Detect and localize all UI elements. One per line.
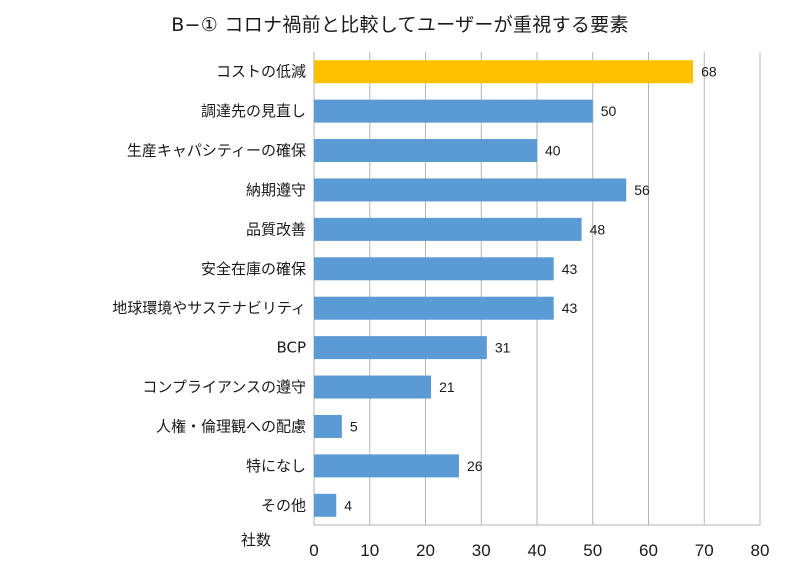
value-label-11: 4 [344,497,352,513]
x-tick-labels: 0 10 20 30 40 50 60 70 80 [309,541,769,560]
bar-5 [314,257,554,281]
chart-title: B−① コロナ禍前と比較してユーザーが重視する要素 [171,14,629,36]
x-tick-30: 30 [472,541,491,560]
category-labels: コストの低減調達先の見直し生産キャパシティーの確保納期遵守品質改善安全在庫の確保… [112,63,306,515]
category-label-6: 地球環境やサステナビリティ [112,299,306,317]
value-label-6: 43 [562,300,578,316]
value-labels: 68 50 40 56 48 43 43 31 21 5 26 4 [344,64,717,514]
bar-8 [314,375,432,399]
category-label-10: 特になし [246,457,306,475]
x-tick-50: 50 [583,541,602,560]
value-label-8: 21 [439,379,455,395]
x-tick-0: 0 [309,541,318,560]
category-label-0: コストの低減 [216,63,306,81]
value-label-10: 26 [467,458,483,474]
bar-1 [314,99,593,123]
x-tick-40: 40 [528,541,547,560]
x-tick-10: 10 [360,541,379,560]
category-label-5: 安全在庫の確保 [201,260,306,278]
bar-4 [314,217,582,241]
category-label-8: コンプライアンスの遵守 [142,378,306,396]
value-label-1: 50 [601,103,617,119]
value-label-7: 31 [495,340,511,356]
bars [314,60,694,517]
bar-11 [314,493,337,517]
category-label-9: 人権・倫理観への配慮 [156,417,306,435]
x-tick-80: 80 [751,541,770,560]
value-label-5: 43 [562,261,578,277]
category-label-3: 納期遵守 [246,181,306,199]
value-label-3: 56 [634,182,650,198]
y-axis-label: 社数 [241,531,271,549]
bar-6 [314,296,554,320]
bar-9 [314,414,342,438]
value-label-2: 40 [545,143,561,159]
value-label-9: 5 [350,418,358,434]
bar-2 [314,139,537,163]
x-tick-70: 70 [695,541,714,560]
category-label-7: BCP [276,339,306,357]
x-tick-20: 20 [416,541,435,560]
gridlines [313,52,761,526]
value-label-0: 68 [701,64,717,80]
bar-3 [314,178,627,202]
x-tick-60: 60 [639,541,658,560]
value-label-4: 48 [590,221,606,237]
category-label-11: その他 [261,496,306,514]
category-label-2: 生産キャパシティーの確保 [127,142,306,160]
category-label-1: 調達先の見直し [201,102,306,120]
bar-10 [314,454,459,478]
bar-7 [314,336,487,360]
bar-0 [314,60,694,84]
category-label-4: 品質改善 [246,220,306,238]
